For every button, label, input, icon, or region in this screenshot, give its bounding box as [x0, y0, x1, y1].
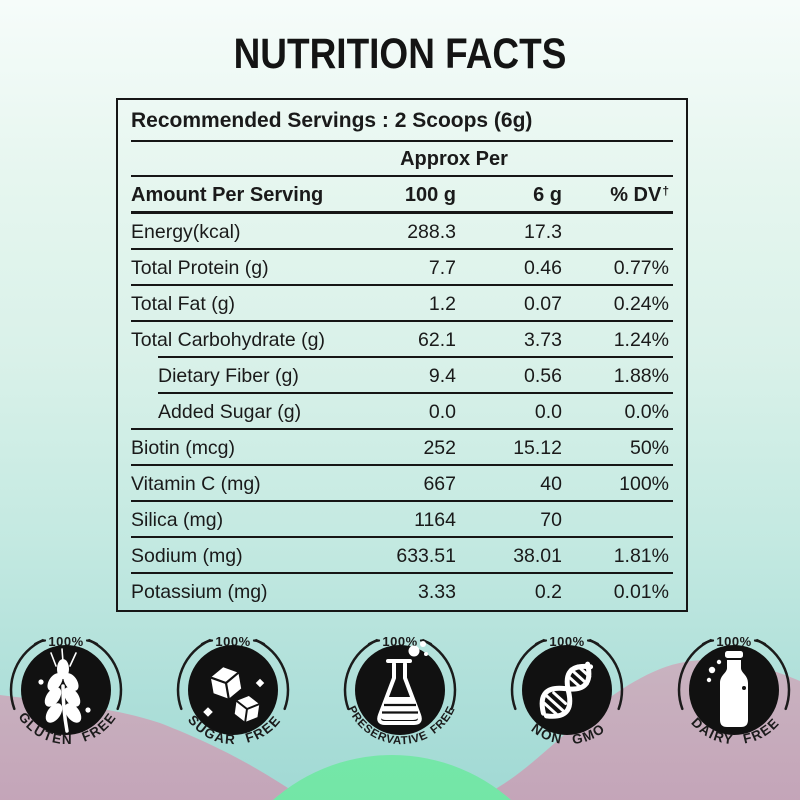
- value-dv: 0.77%: [613, 256, 669, 279]
- value-6g: 0.56: [524, 364, 562, 387]
- value-100g: 667: [423, 472, 456, 495]
- table-row: Total Carbohydrate (g) 62.1 3.73 1.24%: [131, 322, 673, 358]
- table-row: Added Sugar (g) 0.0 0.0 0.0%: [131, 394, 673, 430]
- value-6g: 0.2: [534, 580, 562, 603]
- nutrient-label: Silica (mg): [131, 508, 224, 531]
- badge-preservative-free: 100% PRESERVATIVE FREE: [343, 634, 457, 747]
- badge-sugar-free: 100% SUGAR FREE: [176, 634, 290, 747]
- column-header-dv: % DV†: [562, 184, 673, 207]
- servings-text: Recommended Servings : 2 Scoops (6g): [131, 109, 533, 132]
- nutrient-label: Dietary Fiber (g): [158, 364, 299, 387]
- badge-dairy-free: 100% DAIRY FREE: [677, 634, 791, 747]
- value-dv: 100%: [619, 472, 669, 495]
- value-dv: 1.24%: [613, 328, 669, 351]
- value-dv: 50%: [629, 436, 669, 459]
- value-6g: 70: [540, 508, 562, 531]
- ring-dashes: [33, 639, 99, 646]
- ring-dashes: [367, 639, 433, 646]
- value-6g: 0.46: [524, 256, 562, 279]
- nutrient-label: Total Protein (g): [131, 256, 269, 279]
- percent-label: 100%: [215, 634, 250, 649]
- badge-gluten-free: 100% GLUTEN FREE: [9, 634, 123, 747]
- column-header-100g: 100 g: [404, 184, 456, 206]
- badge-disc: [355, 645, 445, 735]
- dv-label: % DV: [610, 184, 662, 206]
- value-100g: 252: [423, 436, 456, 459]
- table-row: Energy(kcal) 288.3 17.3: [131, 214, 673, 250]
- value-6g: 0.0: [534, 400, 562, 423]
- badge-ring: [677, 638, 791, 711]
- ring-dashes: [200, 639, 266, 646]
- table-row: Silica (mg) 1164 70: [131, 502, 673, 538]
- nutrition-table: Recommended Servings : 2 Scoops (6g) App…: [116, 98, 688, 612]
- value-100g: 633.51: [396, 544, 456, 567]
- column-header-row: Amount Per Serving 100 g 6 g % DV†: [131, 177, 673, 214]
- servings-row: Recommended Servings : 2 Scoops (6g): [131, 100, 673, 142]
- value-6g: 15.12: [513, 436, 562, 459]
- value-100g: 1.2: [428, 292, 456, 315]
- table-row: Vitamin C (mg) 667 40 100%: [131, 466, 673, 502]
- approx-per-row: Approx Per: [131, 142, 673, 177]
- value-100g: 1164: [414, 508, 456, 531]
- percent-label: 100%: [716, 634, 751, 649]
- dagger-superscript: †: [662, 184, 669, 198]
- percent-label: 100%: [48, 634, 83, 649]
- table-row: Sodium (mg) 633.51 38.01 1.81%: [131, 538, 673, 574]
- value-6g: 40: [540, 472, 562, 495]
- value-dv: 0.01%: [613, 580, 669, 603]
- wheat-icon: [38, 648, 91, 733]
- badge-ring: [343, 638, 457, 711]
- value-dv: 0.24%: [613, 292, 669, 315]
- table-row: Total Fat (g) 1.2 0.07 0.24%: [131, 286, 673, 322]
- value-6g: 3.73: [524, 328, 562, 351]
- nutrient-label: Vitamin C (mg): [131, 472, 261, 495]
- badge-ring: [510, 638, 624, 711]
- flask-icon: [377, 641, 428, 725]
- green-hill-shape: [272, 755, 512, 800]
- table-row: Potassium (mg) 3.33 0.2 0.01%: [131, 574, 673, 610]
- value-6g: 38.01: [513, 544, 562, 567]
- table-row: Dietary Fiber (g) 9.4 0.56 1.88%: [131, 358, 673, 394]
- dna-icon: [539, 661, 594, 719]
- column-header-6g: 6 g: [533, 184, 562, 206]
- nutrient-label: Biotin (mcg): [131, 436, 236, 459]
- badge-non-gmo: 100% NON GMO: [510, 634, 624, 747]
- value-6g: 17.3: [524, 220, 562, 243]
- milk-bottle-icon: [706, 651, 748, 727]
- ring-dashes: [701, 639, 767, 646]
- value-6g: 0.07: [524, 292, 562, 315]
- value-dv: 1.81%: [613, 544, 669, 567]
- page-title: NUTRITION FACTS: [233, 30, 567, 78]
- value-dv: 0.0%: [624, 400, 669, 423]
- nutrient-label: Total Fat (g): [131, 292, 236, 315]
- value-100g: 62.1: [418, 328, 456, 351]
- nutrient-label: Energy(kcal): [131, 220, 241, 243]
- nutrient-label: Sodium (mg): [131, 544, 243, 567]
- value-100g: 3.33: [418, 580, 456, 603]
- badge-ring: [176, 638, 290, 711]
- value-100g: 0.0: [428, 400, 456, 423]
- nutrient-label: Added Sugar (g): [158, 400, 302, 423]
- column-header-amount: Amount Per Serving: [131, 184, 324, 206]
- nutrient-label: Potassium (mg): [131, 580, 268, 603]
- table-row: Biotin (mcg) 252 15.12 50%: [131, 430, 673, 466]
- nutrient-label: Total Carbohydrate (g): [131, 328, 326, 351]
- percent-label: 100%: [549, 634, 584, 649]
- mauve-wave-shape: [0, 659, 800, 800]
- value-100g: 9.4: [428, 364, 456, 387]
- value-dv: 1.88%: [613, 364, 669, 387]
- approx-per-label: Approx Per: [400, 148, 508, 170]
- badge-ring: [9, 638, 123, 711]
- percent-label: 100%: [382, 634, 417, 649]
- table-row: Total Protein (g) 7.7 0.46 0.77%: [131, 250, 673, 286]
- value-100g: 288.3: [407, 220, 456, 243]
- value-100g: 7.7: [428, 256, 456, 279]
- ring-dashes: [534, 639, 600, 646]
